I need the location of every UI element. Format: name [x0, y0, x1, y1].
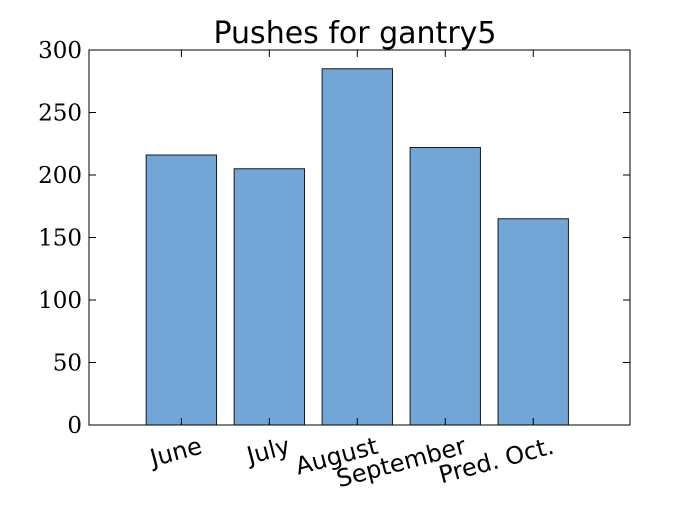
- bar-pred-oct: [497, 218, 569, 426]
- y-tick-label-100: 100: [38, 288, 82, 314]
- bars-layer: [145, 68, 569, 426]
- bar-july: [233, 168, 306, 426]
- chart-title: Pushes for gantry5: [213, 16, 496, 51]
- bar-september: [409, 147, 481, 426]
- y-tick-label-250: 250: [38, 101, 82, 127]
- y-tick-label-50: 50: [53, 351, 82, 377]
- plot-frame: [88, 49, 631, 426]
- bar-august: [321, 68, 393, 426]
- x-tick-label-june: June: [145, 432, 205, 473]
- bar-june: [145, 154, 218, 426]
- y-tick-label-150: 150: [38, 226, 82, 252]
- y-tick-label-200: 200: [38, 163, 82, 189]
- y-tick-labels: 0 50 100 150 200 250 300: [38, 38, 82, 439]
- y-tick-label-0: 0: [67, 413, 82, 439]
- x-tick-label-july: July: [242, 432, 293, 471]
- y-tick-label-300: 300: [38, 38, 82, 64]
